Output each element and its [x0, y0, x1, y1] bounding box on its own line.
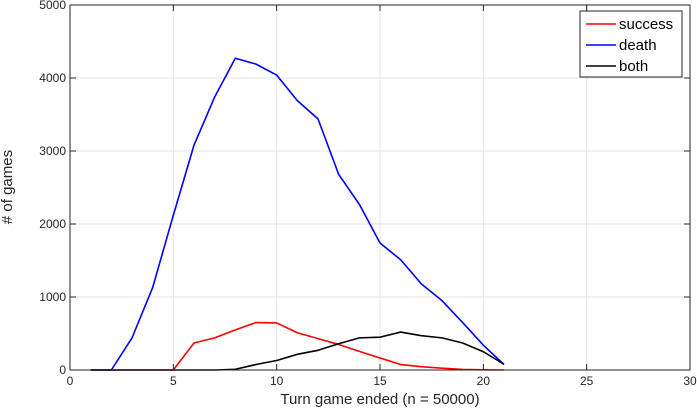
x-axis-label: Turn game ended (n = 50000) [280, 391, 479, 408]
x-tick-label: 20 [477, 374, 491, 388]
x-tick-label: 0 [67, 374, 74, 388]
y-tick-label: 2000 [39, 217, 66, 231]
ticks: 0 5 10 15 20 25 30 0 1000 2000 3000 4000 5000 [39, 0, 697, 388]
legend-label-success: success [619, 16, 673, 33]
legend-label-both: both [619, 58, 648, 75]
series-line-death [90, 57, 505, 371]
x-tick-label: 25 [580, 374, 594, 388]
x-tick-label: 15 [373, 374, 387, 388]
y-tick-label: 3000 [39, 144, 66, 158]
y-tick-label: 5000 [39, 0, 66, 12]
legend-label-death: death [619, 37, 657, 54]
y-tick-label: 1000 [39, 290, 66, 304]
legend: success death both [579, 10, 683, 78]
x-tick-label: 10 [270, 374, 284, 388]
y-tick-label: 4000 [39, 71, 66, 85]
y-tick-label: 0 [59, 363, 66, 377]
y-axis-label: # of games [0, 150, 16, 224]
x-tick-label: 30 [683, 374, 697, 388]
x-tick-label: 5 [170, 374, 177, 388]
